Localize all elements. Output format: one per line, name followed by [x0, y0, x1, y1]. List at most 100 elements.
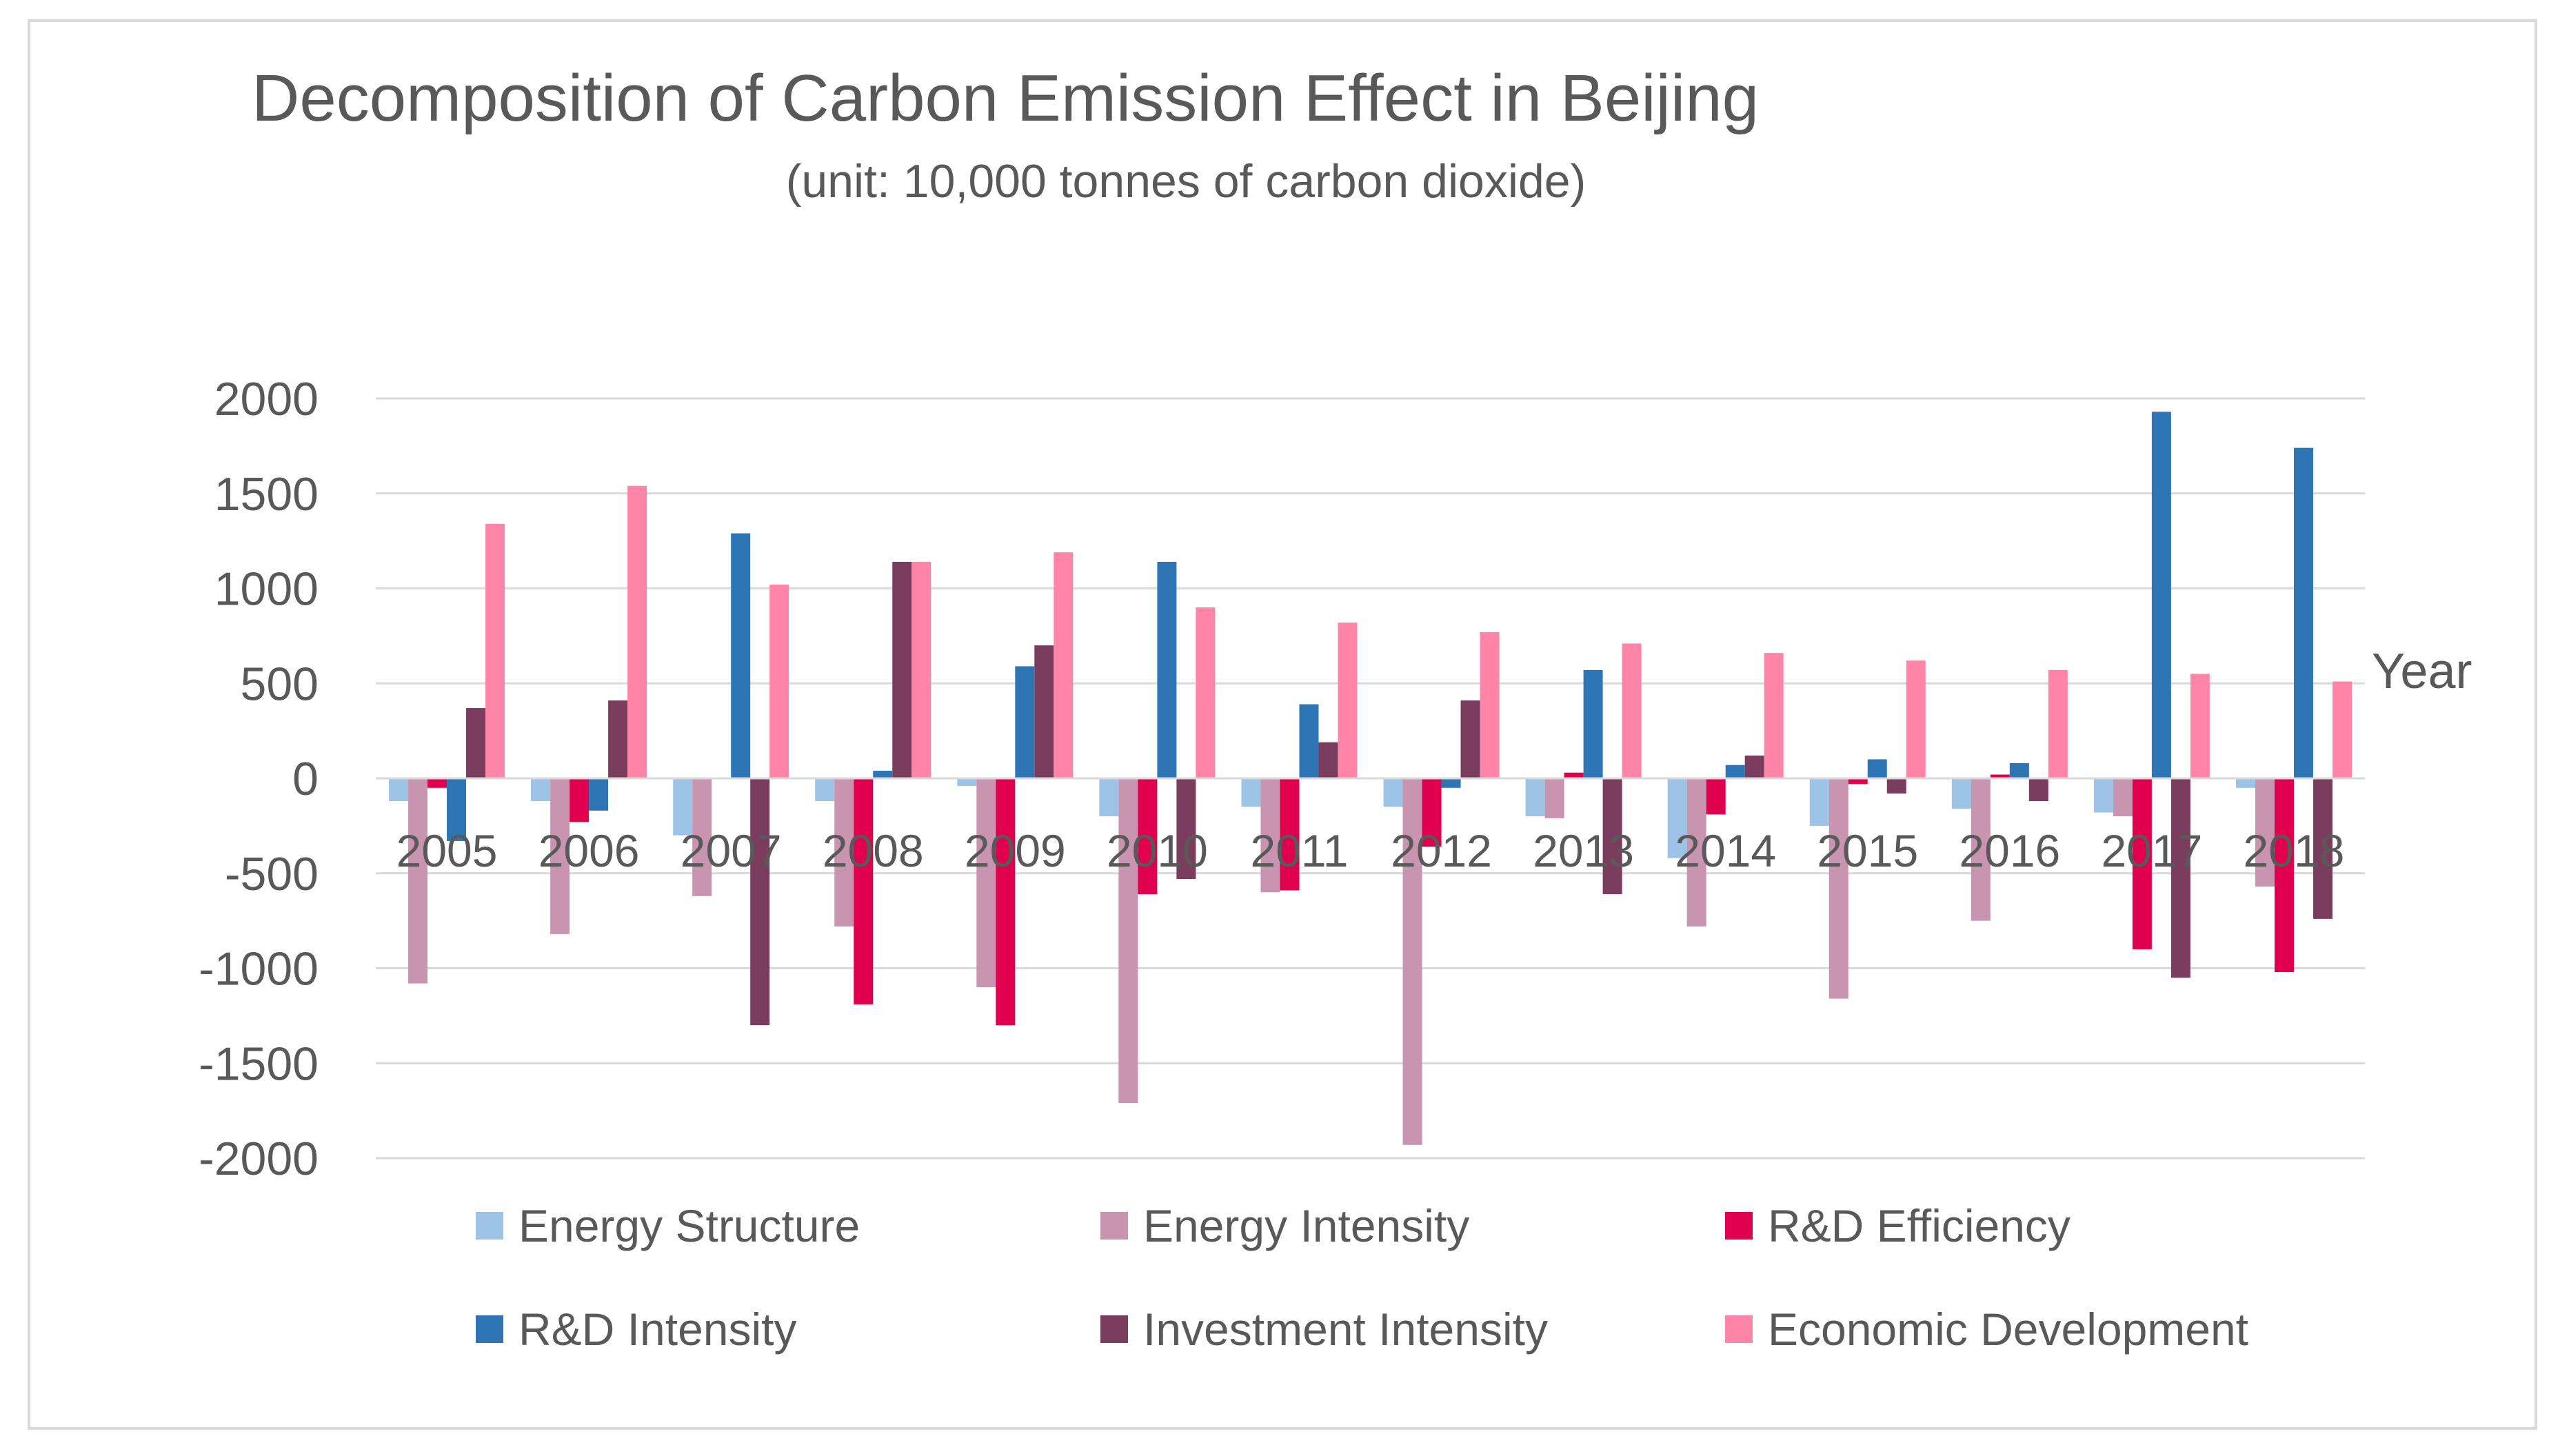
bar-investment-intensity-2007 [750, 778, 770, 1026]
bar-investment-intensity-2005 [466, 708, 486, 778]
bar-economic-development-2014 [1764, 653, 1784, 778]
x-tick-label: 2010 [1107, 825, 1208, 876]
x-axis-label: Year [2372, 644, 2472, 699]
bar-r-d-efficiency-2009 [996, 778, 1016, 1026]
bars [376, 412, 2365, 1145]
bar-energy-structure-2016 [1951, 778, 1971, 809]
bar-energy-intensity-2010 [1118, 778, 1138, 1104]
bar-investment-intensity-2012 [1460, 700, 1480, 778]
legend-label: Energy Intensity [1143, 1200, 1470, 1251]
bar-energy-intensity-2005 [408, 778, 428, 984]
bar-r-d-intensity-2017 [2151, 412, 2171, 778]
x-tick-label: 2008 [823, 825, 924, 876]
bar-energy-structure-2014 [1667, 778, 1687, 858]
bar-investment-intensity-2013 [1602, 778, 1622, 895]
bar-energy-structure-2015 [1809, 778, 1829, 826]
y-tick-label: 0 [292, 753, 319, 805]
bar-r-d-efficiency-2012 [1422, 778, 1442, 847]
bar-r-d-intensity-2014 [1725, 765, 1745, 778]
bar-energy-structure-2009 [957, 778, 977, 787]
x-tick-label: 2005 [396, 825, 498, 876]
bar-economic-development-2009 [1054, 552, 1074, 778]
bar-r-d-intensity-2005 [447, 778, 467, 841]
x-tick-label: 2009 [965, 825, 1066, 876]
bar-economic-development-2007 [769, 584, 789, 778]
bar-r-d-efficiency-2005 [427, 778, 447, 788]
bar-energy-structure-2008 [815, 778, 835, 802]
bar-r-d-intensity-2009 [1015, 666, 1035, 778]
bar-energy-intensity-2008 [834, 778, 854, 927]
bar-investment-intensity-2018 [2313, 778, 2333, 919]
y-tick-label: 1000 [214, 563, 319, 616]
bar-energy-intensity-2018 [2255, 778, 2275, 887]
bar-r-d-intensity-2016 [2009, 762, 2029, 778]
x-tick-label: 2006 [538, 825, 640, 876]
bar-energy-structure-2017 [2093, 778, 2113, 813]
bar-energy-structure-2006 [531, 778, 551, 802]
chart-subtitle: (unit: 10,000 tonnes of carbon dioxide) [785, 155, 1586, 208]
legend-swatch [1725, 1212, 1753, 1240]
bar-r-d-efficiency-2010 [1138, 778, 1158, 895]
bar-r-d-efficiency-2008 [854, 778, 874, 1004]
bar-energy-intensity-2006 [550, 778, 570, 934]
bar-investment-intensity-2014 [1744, 755, 1764, 778]
bar-r-d-efficiency-2011 [1280, 778, 1300, 891]
bar-r-d-intensity-2015 [1867, 759, 1887, 778]
bar-r-d-efficiency-2017 [2132, 778, 2152, 949]
legend-swatch [476, 1212, 503, 1240]
x-tick-label: 2013 [1533, 825, 1634, 876]
bar-energy-intensity-2015 [1828, 778, 1848, 999]
bar-energy-intensity-2012 [1402, 778, 1422, 1145]
y-tick-label: 2000 [214, 373, 319, 425]
bar-energy-structure-2012 [1383, 778, 1403, 807]
x-tick-label: 2018 [2244, 825, 2345, 876]
bar-energy-intensity-2007 [692, 778, 712, 896]
x-tick-label: 2007 [681, 825, 782, 876]
x-tick-label: 2014 [1675, 825, 1776, 876]
legend-item-economic-development: Economic Development [1725, 1303, 2248, 1355]
legend-label: R&D Intensity [518, 1304, 797, 1355]
legend-item-r-d-efficiency: R&D Efficiency [1725, 1200, 2071, 1252]
x-tick-label: 2011 [1250, 825, 1348, 876]
chart-frame [28, 19, 2537, 1430]
y-tick-label: 500 [241, 658, 319, 710]
bar-r-d-intensity-2018 [2293, 447, 2313, 778]
bar-r-d-intensity-2012 [1441, 778, 1461, 788]
y-tick-label: -1500 [199, 1038, 319, 1090]
bar-investment-intensity-2011 [1318, 742, 1338, 778]
legend-swatch [1725, 1315, 1753, 1343]
bar-investment-intensity-2016 [2028, 778, 2048, 802]
bar-energy-intensity-2017 [2113, 778, 2133, 817]
legend-item-investment-intensity: Investment Intensity [1100, 1303, 1548, 1355]
y-tick-label: 1500 [214, 468, 319, 520]
legend-item-energy-intensity: Energy Intensity [1100, 1200, 1469, 1252]
bar-economic-development-2015 [1906, 660, 1926, 778]
bar-investment-intensity-2009 [1034, 645, 1054, 778]
bar-r-d-efficiency-2016 [1990, 774, 2010, 778]
bar-economic-development-2016 [2048, 669, 2068, 778]
bar-r-d-intensity-2006 [589, 778, 609, 811]
bar-economic-development-2005 [485, 523, 505, 778]
y-tick-label: -2000 [199, 1133, 319, 1185]
bar-economic-development-2017 [2190, 674, 2210, 778]
bar-investment-intensity-2015 [1886, 778, 1906, 794]
bar-r-d-efficiency-2013 [1564, 772, 1584, 778]
legend-swatch [1100, 1212, 1128, 1240]
x-tick-label: 2015 [1817, 825, 1918, 876]
legend-label: Energy Structure [518, 1200, 860, 1251]
bar-r-d-efficiency-2006 [570, 778, 590, 822]
bar-economic-development-2010 [1196, 607, 1216, 778]
bar-economic-development-2012 [1480, 631, 1500, 778]
legend-swatch [476, 1315, 503, 1343]
legend: Energy Structure Energy Intensity R&D Effi… [476, 1200, 2406, 1379]
bar-energy-intensity-2014 [1686, 778, 1706, 927]
bar-energy-structure-2007 [673, 778, 693, 836]
bar-energy-intensity-2016 [1971, 778, 1991, 921]
legend-label: Investment Intensity [1143, 1304, 1548, 1355]
y-tick-label: -1000 [199, 943, 319, 995]
bar-r-d-intensity-2008 [873, 770, 893, 778]
bar-r-d-intensity-2007 [731, 533, 751, 778]
bar-energy-structure-2018 [2235, 778, 2255, 788]
bar-r-d-efficiency-2014 [1706, 778, 1726, 815]
